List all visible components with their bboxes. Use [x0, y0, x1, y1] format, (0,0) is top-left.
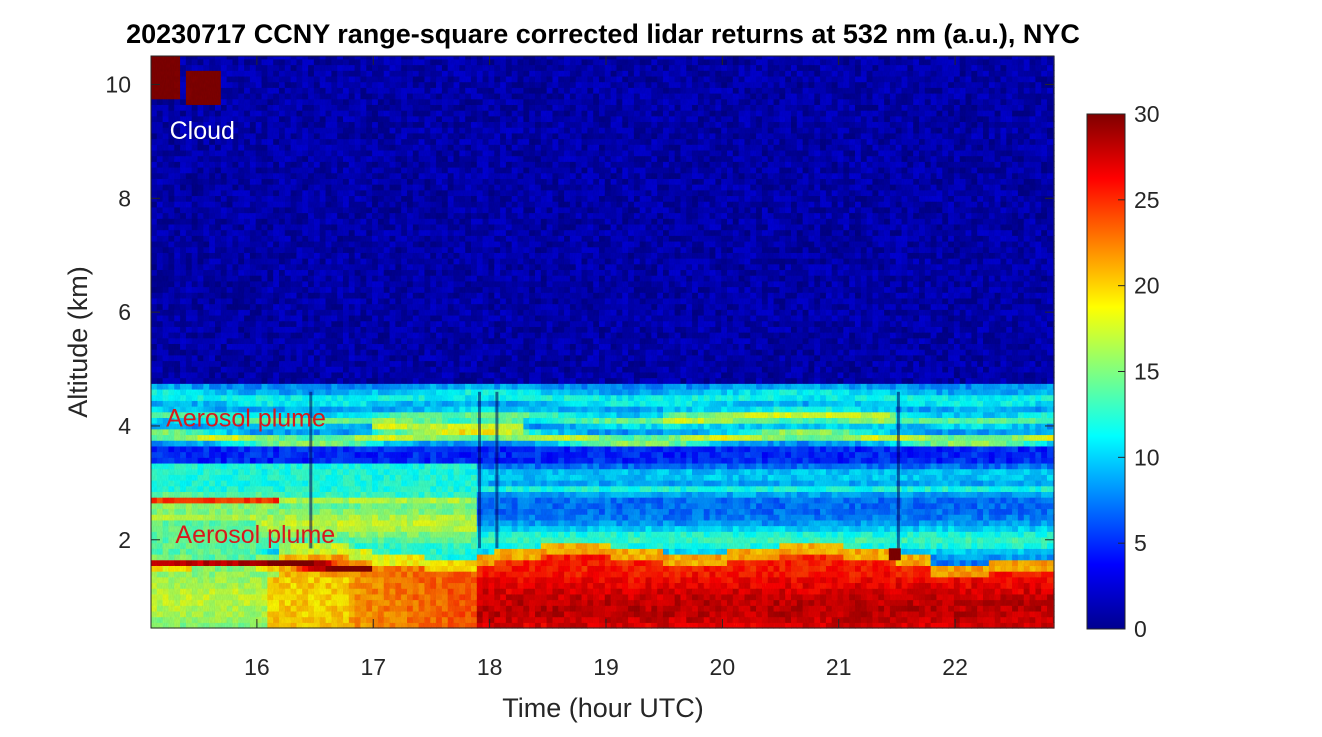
x-tick-label-0: 16 [244, 654, 270, 680]
colorbar-tick-label-0: 0 [1134, 616, 1147, 642]
x-axis: 16 17 18 19 20 21 22 [244, 56, 968, 680]
annotations: Cloud Aerosol plume Aerosol plume [166, 117, 335, 549]
colorbar-tick-label-3: 15 [1134, 359, 1160, 385]
colorbar: 0 5 10 15 20 25 30 [1086, 101, 1160, 642]
annotation-2: Aerosol plume [175, 521, 335, 549]
y-axis: 2 4 6 8 10 [105, 71, 1054, 553]
colorbar-tick-label-4: 20 [1134, 273, 1160, 299]
x-tick-label-1: 17 [360, 654, 386, 680]
colorbar-tick-label-2: 10 [1134, 444, 1160, 470]
x-tick-label-3: 19 [593, 654, 619, 680]
x-axis-label: Time (hour UTC) [502, 693, 704, 723]
y-tick-label-2: 6 [118, 299, 131, 325]
y-tick-label-3: 8 [118, 185, 131, 211]
annotation-0: Cloud [170, 117, 235, 145]
y-tick-label-4: 10 [105, 71, 131, 97]
chart-title: 20230717 CCNY range-square corrected lid… [126, 19, 1080, 49]
colorbar-ticks: 0 5 10 15 20 25 30 [1118, 101, 1160, 642]
y-tick-label-1: 4 [118, 413, 131, 439]
annotation-1: Aerosol plume [166, 404, 326, 432]
x-tick-label-4: 20 [710, 654, 736, 680]
colorbar-tick-label-6: 30 [1134, 101, 1160, 127]
plot-area [150, 55, 1055, 629]
x-tick-label-2: 18 [477, 654, 503, 680]
y-tick-label-0: 2 [118, 527, 131, 553]
colorbar-tick-label-1: 5 [1134, 530, 1147, 556]
colorbar-tick-label-5: 25 [1134, 187, 1160, 213]
plot-frame [150, 55, 1055, 629]
lidar-heatmap [151, 56, 1055, 629]
y-axis-label: Altitude (km) [63, 266, 93, 418]
x-tick-label-5: 21 [826, 654, 852, 680]
x-tick-label-6: 22 [942, 654, 968, 680]
